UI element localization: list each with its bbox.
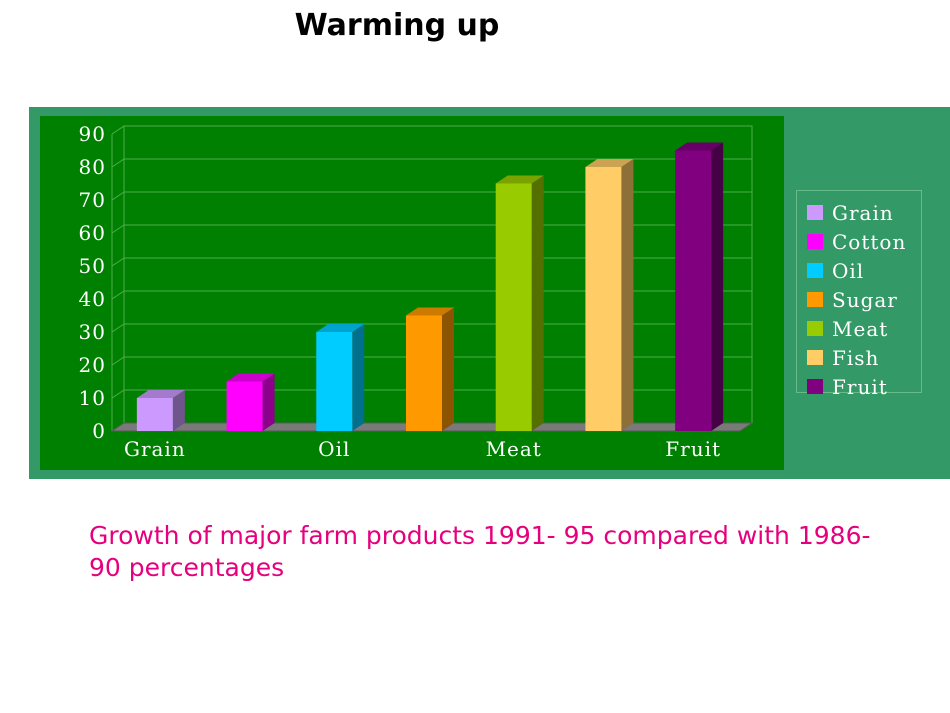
gridline-diagonal [111, 389, 125, 399]
bar [406, 315, 442, 431]
x-tick-label: Meat [486, 437, 542, 461]
legend-item: Sugar [797, 285, 921, 314]
x-tick-label: Grain [124, 437, 186, 461]
legend-item: Fruit [797, 372, 921, 401]
bar-top [316, 324, 365, 332]
legend-item: Grain [797, 198, 921, 227]
y-tick-label: 60 [79, 221, 106, 245]
legend-label: Meat [832, 316, 889, 341]
legend-swatch [807, 234, 823, 249]
gridline-diagonal [111, 257, 125, 267]
y-tick-label: 10 [79, 386, 106, 410]
y-tick-label: 0 [92, 419, 106, 443]
legend-item: Cotton [797, 227, 921, 256]
gridline-diagonal [111, 191, 125, 201]
legend-label: Grain [832, 200, 894, 225]
bar-top [675, 142, 724, 151]
bar [226, 381, 263, 431]
legend-label: Sugar [832, 287, 898, 312]
gridline-diagonal [111, 356, 125, 366]
bar [675, 150, 712, 431]
y-tick-label: 70 [79, 188, 106, 212]
legend-item: Fish [797, 343, 921, 372]
y-tick-label: 40 [79, 287, 106, 311]
y-tick-label: 30 [79, 320, 106, 344]
legend-swatch [807, 379, 823, 394]
legend-swatch [807, 350, 823, 365]
bar [136, 398, 173, 431]
bar-top [136, 390, 185, 398]
gridline-diagonal [111, 125, 125, 135]
bar-top [495, 175, 544, 184]
bar-top [406, 307, 454, 316]
y-tick-label: 90 [79, 122, 106, 146]
bar-side [262, 373, 275, 431]
bar-side [711, 142, 724, 431]
bar-side [621, 159, 634, 431]
bar [585, 167, 622, 431]
gridline-diagonal [111, 158, 125, 168]
bar [316, 332, 353, 431]
legend-item: Oil [797, 256, 921, 285]
legend-swatch [807, 321, 823, 336]
legend-label: Fruit [832, 374, 888, 399]
legend-swatch [807, 292, 823, 307]
bar-side [442, 307, 454, 431]
bar [495, 183, 532, 431]
legend-label: Oil [832, 258, 865, 283]
gridline-diagonal [111, 290, 125, 300]
y-tick-label: 20 [79, 353, 106, 377]
y-tick-label: 50 [79, 254, 106, 278]
bar-side [352, 324, 365, 431]
bar-top [585, 159, 634, 167]
legend-swatch [807, 263, 823, 278]
legend-swatch [807, 205, 823, 220]
bar-side [531, 175, 544, 431]
x-tick-label: Fruit [665, 437, 721, 461]
legend-label: Cotton [832, 229, 907, 254]
slide-title: Warming up [294, 8, 500, 43]
gridline-diagonal [111, 224, 125, 234]
legend-label: Fish [832, 345, 880, 370]
x-tick-label: Oil [318, 437, 350, 461]
bar-top [226, 373, 275, 382]
legend-item: Meat [797, 314, 921, 343]
gridline-diagonal [111, 323, 125, 333]
chart-legend: Grain Cotton Oil Sugar Meat Fish Fruit [796, 190, 922, 399]
y-tick-label: 80 [79, 155, 106, 179]
bar-side [172, 390, 185, 431]
slide-caption: Growth of major farm products 1991- 95 c… [89, 521, 871, 582]
